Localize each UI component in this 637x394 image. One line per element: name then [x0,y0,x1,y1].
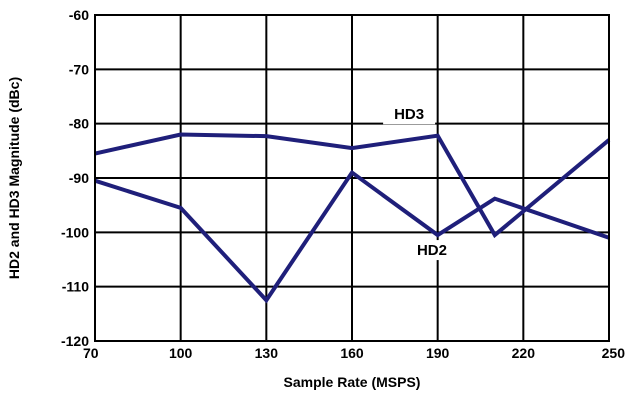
data-point-hd2 [494,198,496,200]
y-tick-label: -90 [69,170,89,186]
y-axis-label: HD2 and HD3 Magnitude (dBc) [6,77,22,279]
series-label-hd2: HD2 [417,242,447,259]
annotations: HD3 HD2 [383,104,458,261]
data-point-hd2 [437,234,439,236]
y-tick-label: -100 [61,224,89,240]
data-point-hd3 [437,135,439,137]
x-axis-label: Sample Rate (MSPS) [284,374,421,390]
x-tick-label: 70 [83,345,99,361]
x-tick-label: 190 [426,345,450,361]
series-label-hd3: HD3 [394,106,424,123]
y-tick-label: -80 [69,116,89,132]
y-tick-label: -70 [69,61,89,77]
annotation-background [383,104,436,125]
data-point-hd3 [351,147,353,149]
data-point-hd3 [180,134,182,136]
x-tick-label: 130 [255,345,279,361]
x-tick-labels: 70 100 130 160 190 220 250 [83,345,625,361]
data-point-hd2 [351,172,353,174]
y-tick-label: -110 [62,279,89,295]
x-tick-label: 250 [602,345,626,361]
data-point-hd3 [494,234,496,236]
plot-frame [94,14,610,342]
x-tick-label: 160 [340,345,364,361]
y-tick-labels: -60 -70 -80 -90 -100 -110 -120 [61,7,89,349]
y-tick-label: -60 [69,7,89,23]
x-tick-label: 100 [169,345,193,361]
annotation-background [405,240,458,261]
data-point-hd2 [180,207,182,209]
data-point-hd2 [265,299,267,301]
x-tick-label: 220 [512,345,536,361]
series-layer [94,132,611,304]
data-point-hd3 [265,135,267,137]
y-tick-label: -120 [61,333,89,349]
